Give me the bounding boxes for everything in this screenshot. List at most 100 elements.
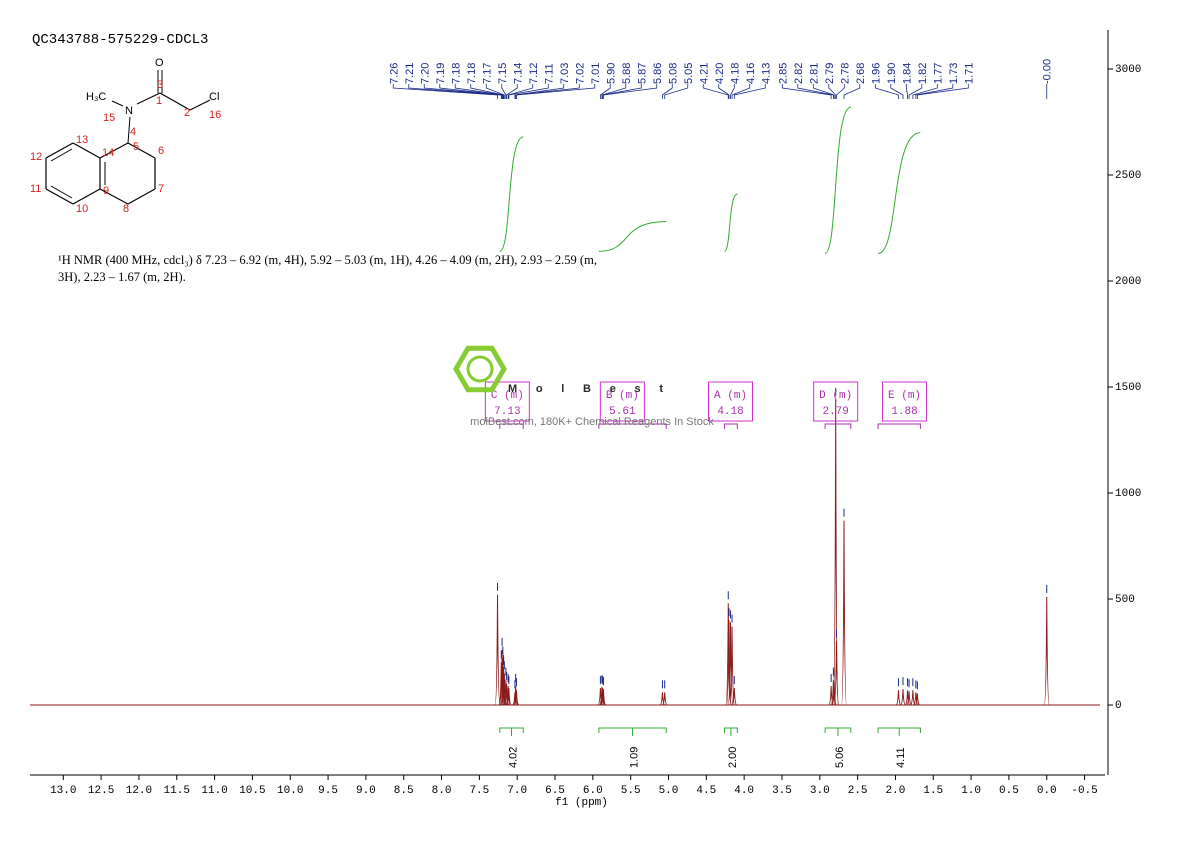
peak-label: 7.14: [512, 63, 524, 84]
peak: [731, 688, 738, 706]
integral-value: 2.00: [727, 747, 739, 768]
atom-number: 9: [103, 185, 109, 197]
multiplet-range: [598, 423, 667, 429]
peak: [913, 692, 919, 706]
atom-number: 2: [184, 107, 190, 119]
peak-connector: [423, 84, 503, 99]
multiplet-range: [877, 423, 921, 429]
peak-connector: [731, 84, 751, 99]
x-axis-label: f1 (ppm): [555, 797, 608, 809]
x-tick-label: 2.0: [886, 785, 906, 797]
peak-connector: [515, 84, 580, 99]
atom-number: 16: [209, 109, 221, 121]
peak-connector: [514, 84, 565, 99]
peak-label: 2.68: [855, 63, 867, 84]
x-tick-label: 9.5: [318, 785, 338, 797]
logo-ring: [466, 355, 494, 383]
x-tick-label: 6.0: [583, 785, 603, 797]
peak-connector: [730, 84, 735, 99]
peak-connector: [470, 84, 504, 99]
x-tick-label: 7.0: [507, 785, 527, 797]
x-tick-label: -0.5: [1071, 785, 1097, 797]
peak: [895, 690, 902, 706]
integral-value: 1.09: [629, 747, 641, 768]
x-tick-label: 4.0: [734, 785, 754, 797]
x-tick-label: 11.0: [201, 785, 227, 797]
peak-connector: [439, 84, 504, 99]
x-tick-label: 12.5: [88, 785, 114, 797]
peak-label: 5.86: [652, 63, 664, 84]
x-tick-label: 3.0: [810, 785, 830, 797]
peak: [599, 686, 605, 706]
peak-connector: [812, 84, 835, 99]
bond: [45, 188, 74, 205]
peak-label: 1.84: [901, 63, 913, 84]
multiplet-range: [499, 423, 524, 429]
x-tick-label: 8.5: [394, 785, 414, 797]
atom-number: 1: [156, 95, 162, 107]
peak-label: 7.18: [450, 63, 462, 84]
peak: [841, 520, 848, 706]
y-tick-label: 1500: [1115, 382, 1141, 394]
peak-connector: [912, 84, 938, 99]
bond: [50, 185, 73, 199]
peak-connector: [836, 84, 845, 99]
peak: [832, 399, 839, 706]
peak-label: 7.12: [528, 63, 540, 84]
peak-connector: [664, 84, 689, 99]
y-tick-label: 2000: [1115, 276, 1141, 288]
x-tick-label: 9.0: [356, 785, 376, 797]
y-tick-label: 3000: [1115, 64, 1141, 76]
peak-label: 5.90: [605, 63, 617, 84]
peak-connector: [601, 84, 627, 99]
multiplet-shift: 5.61: [609, 406, 636, 418]
peak-connector: [603, 84, 658, 99]
peak-connector: [905, 84, 908, 99]
peak-connector: [602, 84, 642, 99]
peak-label: 5.08: [667, 63, 679, 84]
peak: [501, 673, 508, 706]
peak: [904, 690, 911, 706]
x-tick-label: 10.0: [277, 785, 303, 797]
x-tick-label: 5.0: [659, 785, 679, 797]
peak-connector: [874, 84, 899, 99]
peak-connector: [485, 84, 505, 99]
peak-connector: [408, 84, 502, 99]
peak-label: 7.17: [481, 63, 493, 84]
x-tick-label: 12.0: [126, 785, 152, 797]
peak-label: 1.77: [932, 63, 944, 84]
peak-connector: [797, 84, 834, 99]
x-tick-label: 1.5: [923, 785, 943, 797]
x-tick-label: 13.0: [50, 785, 76, 797]
peak-connector: [702, 84, 729, 99]
x-tick-label: 10.5: [239, 785, 265, 797]
peak: [725, 603, 732, 706]
peak: [499, 649, 506, 706]
peak-label: 2.81: [808, 63, 820, 84]
atom-number: 10: [76, 203, 88, 215]
peak-label: 7.18: [466, 63, 478, 84]
multiplet-shift: 7.13: [494, 406, 520, 418]
peak-connector: [916, 84, 969, 99]
peak: [512, 685, 519, 706]
multiplet-label: C (m): [491, 390, 524, 402]
multiplet-box: [708, 381, 754, 422]
x-tick-label: 11.5: [164, 785, 190, 797]
peak-label: 2.85: [777, 63, 789, 84]
integral-curve: [824, 106, 852, 254]
x-tick-label: 7.5: [469, 785, 489, 797]
peak-connector: [508, 84, 549, 99]
watermark-tagline: molBest.com, 180K+ Chemical Reagents In …: [470, 416, 714, 428]
peak-label: 4.13: [760, 63, 772, 84]
peak-label: 2.82: [793, 63, 805, 84]
multiplet-label: B (m): [606, 390, 639, 402]
atom-number: 12: [30, 151, 42, 163]
x-tick-label: 0.0: [1037, 785, 1057, 797]
peak: [906, 691, 912, 706]
peak-label: 1.96: [870, 63, 882, 84]
y-tick-label: 2500: [1115, 170, 1141, 182]
peak: [662, 692, 668, 706]
peak-label: 7.19: [435, 63, 447, 84]
peak: [506, 688, 512, 706]
integral-curve: [598, 221, 667, 252]
